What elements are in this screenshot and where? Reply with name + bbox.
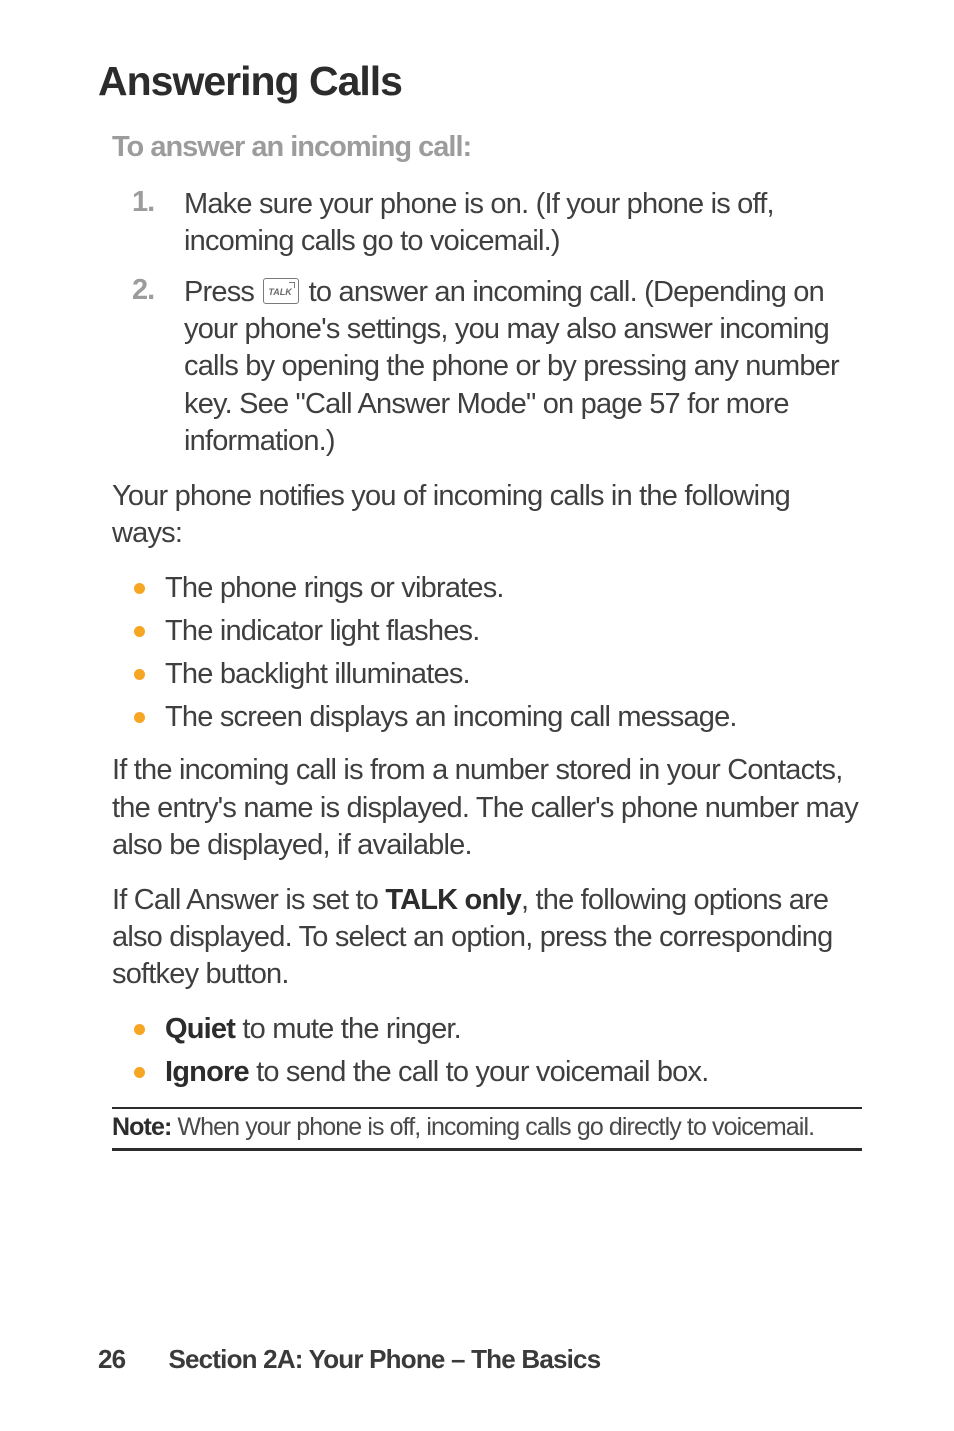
- option-rest: to mute the ringer.: [235, 1013, 461, 1045]
- list-item-text: Ignore to send the call to your voicemai…: [165, 1054, 708, 1091]
- note-body: When your phone is off, incoming calls g…: [171, 1113, 814, 1141]
- page-number: 26: [98, 1344, 162, 1375]
- numbered-steps: 1. Make sure your phone is on. (If your …: [132, 186, 862, 460]
- step-1: 1. Make sure your phone is on. (If your …: [132, 186, 862, 260]
- list-item-text: The screen displays an incoming call mes…: [165, 699, 737, 736]
- list-item-text: The indicator light flashes.: [165, 613, 480, 650]
- notify-intro: Your phone notifies you of incoming call…: [112, 478, 862, 552]
- contacts-paragraph: If the incoming call is from a number st…: [112, 752, 862, 863]
- notify-list: The phone rings or vibrates. The indicat…: [134, 570, 862, 736]
- step-2: 2. Press to answer an incoming call. (De…: [132, 274, 862, 460]
- bullet-icon: [134, 583, 145, 594]
- step-text: Make sure your phone is on. (If your pho…: [184, 186, 862, 260]
- talkonly-paragraph: If Call Answer is set to TALK only, the …: [112, 882, 862, 993]
- step-number: 1.: [132, 186, 184, 260]
- footer-section: Section 2A: Your Phone – The Basics: [168, 1344, 600, 1374]
- subheading: To answer an incoming call:: [112, 131, 862, 164]
- step-text-pre: Press: [184, 276, 261, 308]
- bullet-icon: [134, 1067, 145, 1078]
- option-bold: Ignore: [165, 1056, 249, 1088]
- note-text: Note: When your phone is off, incoming c…: [112, 1113, 814, 1141]
- list-item-text: The backlight illuminates.: [165, 656, 470, 693]
- option-bold: Quiet: [165, 1013, 235, 1045]
- list-item: Ignore to send the call to your voicemai…: [134, 1054, 862, 1091]
- bullet-icon: [134, 712, 145, 723]
- note-box: Note: When your phone is off, incoming c…: [112, 1107, 862, 1151]
- bullet-icon: [134, 669, 145, 680]
- talk-key-icon: [263, 278, 299, 304]
- list-item-text: Quiet to mute the ringer.: [165, 1011, 461, 1048]
- page-footer: 26 Section 2A: Your Phone – The Basics: [98, 1344, 600, 1375]
- bullet-icon: [134, 1024, 145, 1035]
- step-text: Press to answer an incoming call. (Depen…: [184, 274, 862, 460]
- bullet-icon: [134, 626, 145, 637]
- list-item: Quiet to mute the ringer.: [134, 1011, 862, 1048]
- list-item: The backlight illuminates.: [134, 656, 862, 693]
- talkonly-pre: If Call Answer is set to: [112, 884, 385, 916]
- list-item: The screen displays an incoming call mes…: [134, 699, 862, 736]
- talkonly-bold: TALK only: [385, 884, 521, 916]
- list-item: The indicator light flashes.: [134, 613, 862, 650]
- option-rest: to send the call to your voicemail box.: [249, 1056, 709, 1088]
- options-list: Quiet to mute the ringer. Ignore to send…: [134, 1011, 862, 1091]
- note-label: Note:: [112, 1113, 171, 1141]
- list-item-text: The phone rings or vibrates.: [165, 570, 504, 607]
- step-number: 2.: [132, 274, 184, 460]
- list-item: The phone rings or vibrates.: [134, 570, 862, 607]
- page-heading: Answering Calls: [98, 58, 862, 105]
